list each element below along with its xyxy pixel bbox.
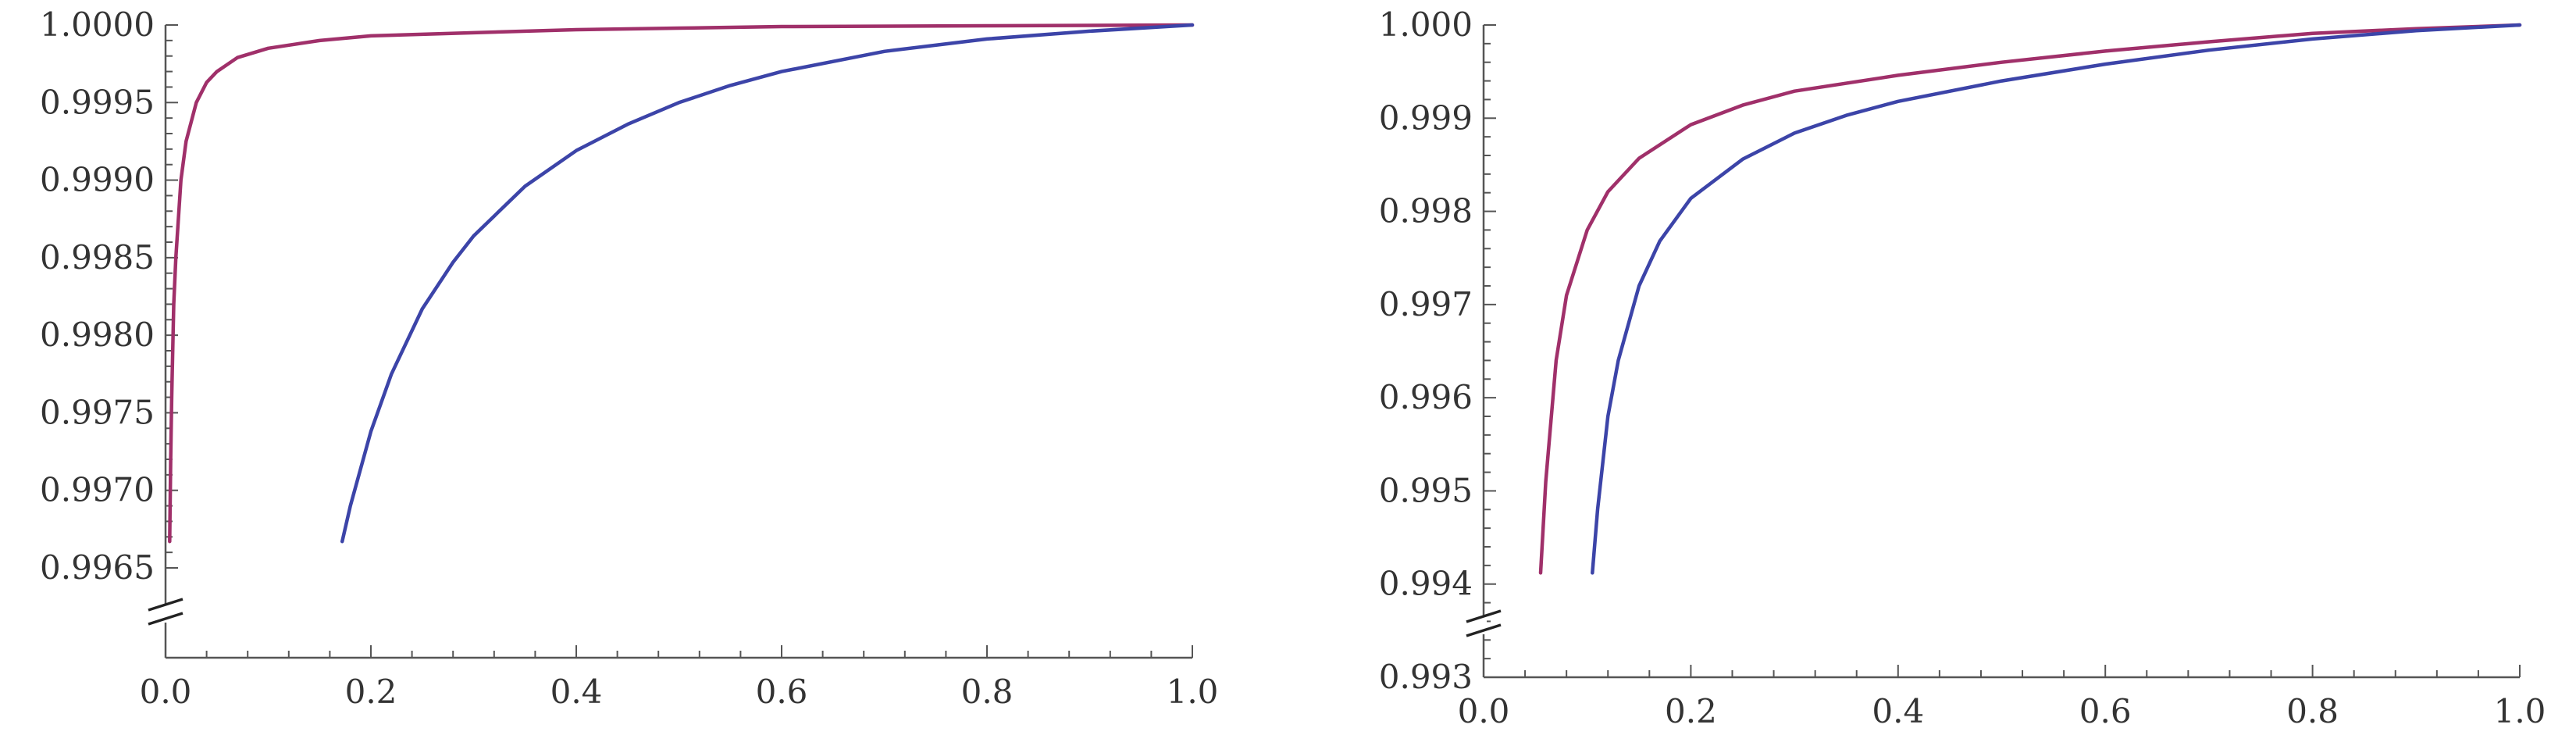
series-line-0: [168, 23, 1195, 544]
x-tick-label: 0.0: [140, 673, 192, 711]
right-chart: 0.993 0.994 0.995 0.996 0.997 0.998 0.999 1.000…: [1379, 5, 2546, 730]
axis-break-mark: [1466, 623, 1502, 637]
y-tick-label: 0.995: [1379, 471, 1473, 509]
x-tick-label: 0.4: [550, 673, 603, 711]
y-tick-label: 0.9990: [40, 161, 155, 199]
y-tick-label: 0.998: [1379, 192, 1473, 230]
x-tick-label: 1.0: [2494, 692, 2546, 730]
y-tick-label: 0.9995: [40, 83, 155, 121]
y-tick-label: 0.9965: [40, 548, 155, 587]
y-tick-label: 1.000: [1379, 5, 1473, 44]
axis-break-mark: [148, 612, 183, 626]
series-line-0: [1538, 23, 2522, 575]
x-tick-label: 0.8: [961, 673, 1014, 711]
x-tick-label: 0.6: [756, 673, 808, 711]
y-tick-label: 1.0000: [40, 5, 155, 44]
axis-break-mark: [148, 598, 183, 612]
series-line-1: [1591, 23, 2522, 575]
y-tick-label: 0.9975: [40, 393, 155, 431]
x-tick-label: 0.4: [1872, 692, 1924, 730]
x-tick-label: 0.6: [2079, 692, 2132, 730]
x-tick-label: 1.0: [1167, 673, 1219, 711]
y-tick-label: 0.997: [1379, 285, 1473, 323]
series-line-1: [340, 23, 1195, 544]
y-tick-label: 0.996: [1379, 378, 1473, 416]
x-tick-label: 0.2: [1665, 692, 1717, 730]
axis-break-gap: [162, 604, 169, 623]
y-tick-label: 0.999: [1379, 98, 1473, 137]
x-tick-label: 0.2: [345, 673, 397, 711]
axis-break-gap: [1480, 616, 1487, 634]
y-tick-label: 0.9970: [40, 471, 155, 509]
y-tick-label: 0.994: [1379, 565, 1473, 603]
x-tick-label: 0.0: [1458, 692, 1510, 730]
x-tick-label: 0.8: [2286, 692, 2339, 730]
left-chart: 0.9965 0.9970 0.9975 0.9980 0.9985 0.9990 0.99…: [40, 5, 1218, 711]
y-tick-label: 0.9985: [40, 238, 155, 277]
axis-break-mark: [1466, 609, 1502, 623]
y-tick-label: 0.9980: [40, 316, 155, 354]
y-tick-label: 0.993: [1379, 658, 1473, 696]
